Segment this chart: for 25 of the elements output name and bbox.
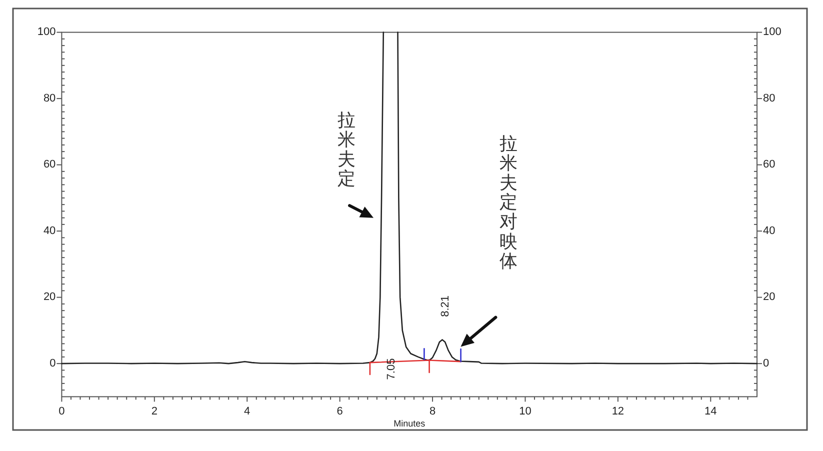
y2-tick-label: 80 <box>763 92 776 104</box>
annotation: 拉米夫定对映体 <box>499 133 518 272</box>
x-tick-label: 14 <box>704 406 717 418</box>
y-tick-label: 60 <box>43 158 56 171</box>
x-tick-label: 8 <box>429 406 436 418</box>
y2-tick-label: 20 <box>763 291 776 304</box>
y2-tick-label: 40 <box>763 224 776 237</box>
y2-tick-label: 100 <box>763 26 782 38</box>
annotation: 拉米夫定 <box>338 110 356 190</box>
x-tick-label: 0 <box>58 406 65 418</box>
y-tick-label: 80 <box>43 92 56 104</box>
x-tick-label: 12 <box>612 406 624 418</box>
y-tick-label: 100 <box>37 26 56 38</box>
annotation: 8.21 <box>440 296 452 317</box>
y-tick-label: 40 <box>43 224 56 237</box>
y2-tick-label: 60 <box>763 158 776 171</box>
annotation: 7.05 <box>386 358 398 380</box>
x-tick-label: 6 <box>336 406 343 418</box>
y-tick-label: 20 <box>43 291 56 304</box>
x-tick-label: 2 <box>151 406 158 418</box>
y2-tick-label: 0 <box>763 357 770 370</box>
x-tick-label: 10 <box>519 406 532 418</box>
y-tick-label: 0 <box>50 357 56 370</box>
x-axis-title: Minutes <box>394 418 426 428</box>
x-tick-label: 4 <box>244 406 250 418</box>
